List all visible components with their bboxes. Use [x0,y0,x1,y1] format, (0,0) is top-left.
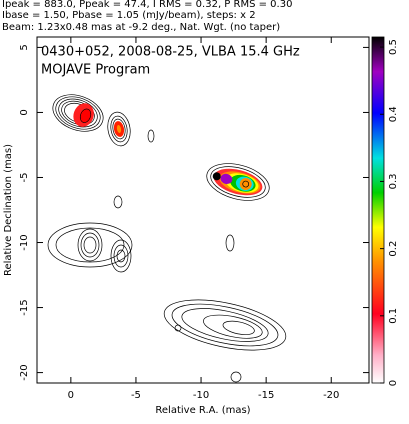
x-axis-label: Relative R.A. (mas) [155,405,250,416]
colorbar-tick-label: 0.5 [388,39,399,55]
x-tick-label: -20 [323,390,339,401]
plot-title: 0430+052, 2008-08-25, VLBA 15.4 GHz [41,45,300,60]
header-line: Ibase = 1.50, Pbase = 1.05 (mJy/beam), s… [2,10,256,21]
y-tick-label: 0 [19,109,30,115]
x-tick-label: -15 [258,390,274,401]
y-axis-label: Relative Declination (mas) [3,144,14,276]
y-tick-label: -10 [19,234,30,250]
colorbar-tick-label: 0.3 [388,173,399,189]
y-tick-label: -20 [19,364,30,380]
plot-frame [36,36,370,384]
colorbar [371,36,385,384]
colorbar-tick-label: 0.4 [388,106,399,122]
colorbar-tick-label: 0 [388,380,399,386]
y-tick-label: -15 [19,299,30,315]
colorbar-tick-label: 0.2 [388,241,399,257]
header-line: Beam: 1.23x0.48 mas at -9.2 deg., Nat. W… [2,22,280,33]
x-tick-label: 0 [68,390,74,401]
annotation: MOJAVE Program [41,63,150,78]
y-tick-label: 5 [19,44,30,50]
y-tick-label: -5 [19,172,30,182]
x-tick-label: -10 [193,390,209,401]
colorbar-tick-label: 0.1 [388,308,399,324]
x-tick-label: -5 [131,390,141,401]
header-line: Ipeak = 883.0, Ppeak = 47.4, I RMS = 0.3… [2,0,292,10]
map [47,94,287,383]
